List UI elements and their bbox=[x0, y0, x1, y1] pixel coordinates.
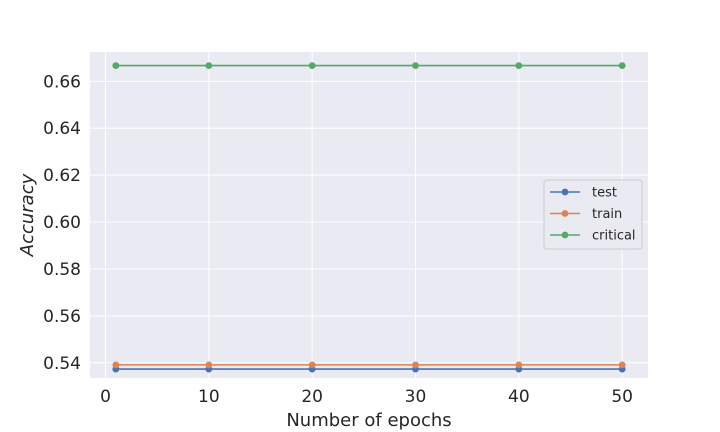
y-tick-label: 0.62 bbox=[43, 166, 81, 186]
y-tick-label: 0.64 bbox=[43, 119, 81, 139]
x-axis-label: Number of epochs bbox=[286, 410, 451, 431]
y-tick-labels: 0.54 0.56 0.58 0.60 0.62 0.64 0.66 bbox=[43, 72, 81, 373]
x-tick-label: 20 bbox=[301, 387, 323, 407]
x-tick-label: 30 bbox=[405, 387, 427, 407]
x-tick-label: 0 bbox=[100, 387, 111, 407]
x-tick-label: 50 bbox=[611, 387, 633, 407]
data-point-train bbox=[515, 361, 523, 369]
data-point-train bbox=[112, 361, 120, 369]
y-tick-label: 0.56 bbox=[43, 307, 81, 327]
legend-label-train: train bbox=[592, 207, 622, 222]
series-train bbox=[112, 361, 626, 369]
legend-box bbox=[543, 179, 643, 250]
y-tick-label: 0.60 bbox=[43, 213, 81, 233]
data-point-train bbox=[308, 361, 316, 369]
data-point-critical bbox=[618, 62, 626, 70]
legend-marker-train bbox=[561, 210, 569, 217]
legend-label-test: test bbox=[592, 186, 617, 201]
data-point-critical bbox=[308, 62, 316, 70]
series-layer bbox=[112, 62, 626, 373]
legend-label-critical: critical bbox=[592, 229, 636, 244]
data-point-critical bbox=[112, 62, 120, 70]
legend-marker-test bbox=[561, 188, 569, 196]
legend: test train critical bbox=[543, 179, 643, 250]
x-tick-label: 40 bbox=[508, 387, 530, 407]
y-tick-label: 0.66 bbox=[43, 72, 81, 92]
data-point-critical bbox=[412, 62, 419, 70]
data-point-critical bbox=[515, 62, 523, 70]
x-tick-label: 10 bbox=[198, 387, 220, 407]
data-point-train bbox=[618, 361, 626, 369]
data-point-train bbox=[205, 361, 213, 369]
y-tick-label: 0.54 bbox=[43, 354, 81, 374]
legend-marker-critical bbox=[561, 231, 569, 239]
y-axis-label: Accuracy bbox=[17, 173, 38, 257]
series-critical bbox=[112, 62, 626, 70]
data-point-train bbox=[412, 361, 419, 369]
y-tick-label: 0.58 bbox=[43, 260, 81, 280]
data-point-critical bbox=[205, 62, 213, 70]
x-tick-labels: 0 10 20 30 40 50 bbox=[100, 387, 633, 407]
